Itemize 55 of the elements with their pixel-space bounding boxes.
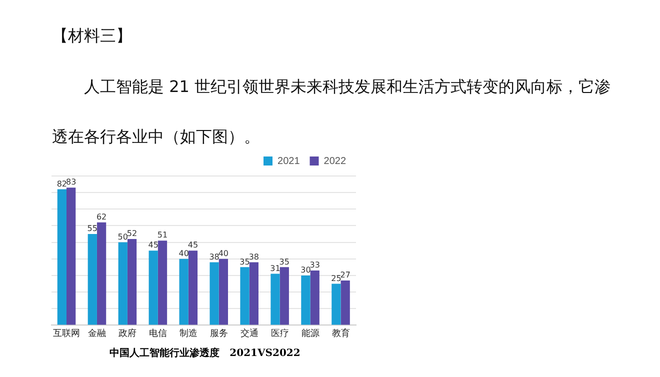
bar: [96, 222, 106, 325]
x-tick-label: 能源: [301, 328, 320, 339]
chart-title: 【材料三】: [52, 26, 132, 47]
data-label: 38: [209, 252, 220, 262]
x-tick-label: 交通: [240, 328, 258, 339]
bar: [118, 242, 128, 325]
data-label: 35: [240, 257, 250, 266]
x-tick-label: 金融: [88, 328, 106, 339]
data-label: 40: [218, 248, 229, 258]
data-label: 82: [56, 179, 68, 188]
bar: [88, 234, 97, 325]
bar: [57, 189, 66, 325]
bar: [66, 188, 76, 325]
x-tick-label: 服务: [210, 328, 228, 339]
data-label: 40: [178, 248, 189, 258]
text: 人工智能是 21 世纪引领世界未来科技发展和生活方式转变的风向标，它渗透在各行各业中（如下图）。: [52, 77, 611, 146]
data-label: 52: [126, 229, 138, 238]
x-tick-label: 教育: [332, 328, 350, 339]
bar: [310, 270, 320, 325]
bar: [158, 240, 168, 325]
bar: [127, 238, 137, 325]
x-tick-label: 医疗: [270, 328, 289, 339]
x-tick-label: 互联网: [53, 328, 80, 339]
bar: [340, 280, 350, 325]
data-label: 83: [66, 178, 76, 187]
data-label: 50: [118, 232, 128, 242]
legend-label: 2021: [278, 156, 300, 167]
x-tick-label: 电信: [148, 328, 167, 339]
data-label: 30: [300, 266, 311, 275]
data-label: 62: [96, 212, 107, 222]
bar: [301, 275, 310, 325]
bar: [332, 284, 341, 325]
bar: [240, 267, 250, 325]
data-label: 35: [279, 257, 290, 266]
text: 中国人工智能行业渗透度 2021VS2022: [108, 346, 302, 360]
data-label: 55: [87, 224, 98, 234]
data-label: 38: [248, 252, 260, 262]
data-label: 31: [270, 264, 280, 273]
data-label: 33: [310, 260, 320, 270]
data-label: 45: [148, 240, 158, 250]
data-label: 45: [188, 240, 198, 250]
data-label: 27: [340, 270, 350, 280]
bar: [179, 258, 188, 325]
bar: [148, 250, 158, 325]
bar: [280, 267, 289, 325]
bar: [218, 258, 228, 325]
data-label: 25: [331, 274, 342, 283]
x-tick-label: 政府: [118, 328, 136, 339]
data-label: 51: [157, 230, 168, 240]
bar: [188, 250, 198, 325]
legend-label: 2022: [324, 156, 346, 167]
bar: [210, 262, 219, 325]
x-tick-label: 制造: [179, 328, 198, 339]
bar: [249, 262, 258, 325]
bar: [270, 274, 280, 325]
